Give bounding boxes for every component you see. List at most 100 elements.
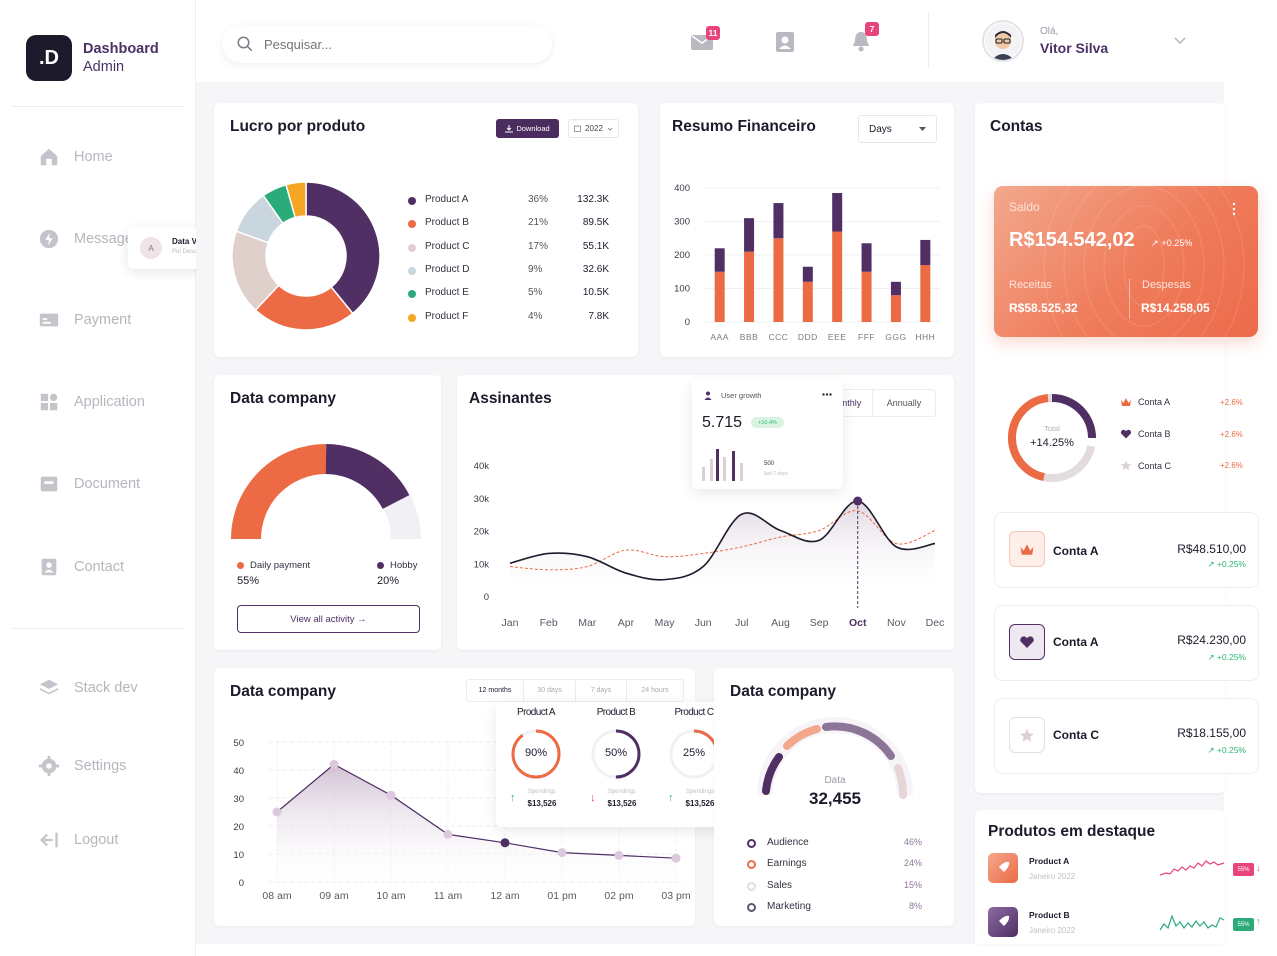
donut-segment-conta-b bbox=[1008, 394, 1049, 481]
x-tick-label: 02 pm bbox=[604, 890, 633, 902]
account-card-a[interactable]: Conta A R$48.510,00 ↗ +0.25% bbox=[994, 512, 1259, 588]
balance-change: ↗ +0.25% bbox=[1151, 238, 1192, 249]
gauge-label: Data bbox=[824, 775, 846, 786]
contacts-icon[interactable] bbox=[775, 31, 795, 53]
view-all-activity-button[interactable]: View all activity → bbox=[237, 605, 420, 633]
search-box[interactable] bbox=[222, 25, 552, 63]
card-title: Resumo Financeiro bbox=[672, 118, 816, 135]
y-tick-label: 20k bbox=[474, 527, 490, 538]
legend-percent: 8% bbox=[908, 900, 922, 911]
contact-icon bbox=[41, 558, 57, 576]
y-tick-label: 20 bbox=[233, 822, 244, 833]
sidebar-item-settings[interactable]: Settings bbox=[38, 754, 126, 778]
legend-name: Product F bbox=[425, 310, 469, 322]
trend-up-icon: ↑ bbox=[668, 792, 674, 804]
period-select[interactable]: Days bbox=[858, 115, 937, 143]
legend-dot bbox=[747, 902, 756, 912]
sidebar-item-contact[interactable]: Contact bbox=[38, 555, 124, 579]
balance-card[interactable]: Saldo R$154.542,02 ↗ +0.25% Receitas R$58… bbox=[994, 186, 1258, 337]
trend-up-icon: ↑ bbox=[1256, 916, 1261, 926]
search-input[interactable] bbox=[264, 36, 524, 52]
sidebar-item-application[interactable]: Application bbox=[38, 390, 145, 414]
y-tick-label: 30 bbox=[233, 794, 244, 805]
brand-title: Dashboard bbox=[83, 41, 159, 57]
data-point[interactable] bbox=[386, 790, 396, 800]
line-series-primary bbox=[509, 500, 936, 581]
expenses-value: R$14.258,05 bbox=[1141, 301, 1210, 315]
caret-down-icon bbox=[919, 127, 926, 131]
avatar[interactable] bbox=[982, 20, 1024, 62]
tab-monthly[interactable]: Monthly bbox=[819, 390, 873, 416]
data-point[interactable] bbox=[500, 838, 510, 848]
tab-12-months[interactable]: 12 months bbox=[467, 680, 524, 701]
bar-ddd-secondary bbox=[802, 266, 813, 282]
account-name: Conta C bbox=[1053, 728, 1099, 742]
y-tick-label: 200 bbox=[674, 250, 690, 261]
sidebar-item-logout[interactable]: Logout bbox=[38, 828, 118, 852]
card-title: Contas bbox=[990, 118, 1043, 135]
more-vertical-icon[interactable] bbox=[1232, 202, 1236, 216]
sidebar-item-label: Message bbox=[74, 231, 133, 247]
bar-eee-primary bbox=[832, 231, 843, 322]
tab-7-days[interactable]: 7 days bbox=[576, 680, 627, 701]
chevron-down-icon[interactable] bbox=[1173, 35, 1187, 45]
tab-30-days[interactable]: 30 days bbox=[524, 680, 576, 701]
sidebar-item-label: Contact bbox=[74, 559, 124, 575]
semi-gauge-chart bbox=[231, 444, 421, 540]
legend-dot bbox=[408, 313, 416, 322]
download-button[interactable]: Download bbox=[496, 119, 559, 138]
data-point[interactable] bbox=[614, 850, 624, 860]
legend-dot bbox=[237, 562, 244, 569]
gauge-segment-daily-payment bbox=[231, 444, 327, 540]
x-tick-label: Sep bbox=[810, 617, 829, 629]
donut-segment-conta-a bbox=[1051, 394, 1096, 439]
gauge-value: 32,455 bbox=[809, 789, 861, 808]
account-card-b[interactable]: Conta A R$24.230,00 ↗ +0.25% bbox=[994, 605, 1259, 681]
legend-value: 32.6K bbox=[582, 263, 609, 275]
highlight-point[interactable] bbox=[853, 496, 863, 506]
legend-dot bbox=[747, 881, 756, 891]
year-select[interactable]: 2022 bbox=[568, 119, 619, 138]
x-tick-label: 08 am bbox=[262, 890, 291, 902]
brand-logo[interactable]: .D bbox=[26, 35, 72, 81]
lucro-card: Lucro por produto bbox=[214, 103, 638, 357]
ring-spend-label: Spendings bbox=[527, 789, 557, 795]
calendar-icon bbox=[574, 125, 581, 132]
area-line bbox=[276, 763, 677, 859]
sidebar-item-document[interactable]: Document bbox=[38, 472, 140, 496]
sidebar-item-message[interactable]: Message bbox=[38, 227, 133, 251]
x-tick-label: CCC bbox=[768, 332, 788, 342]
legend-row: Audience 46% bbox=[747, 837, 922, 851]
legend-row: Product E 5% 10.5K bbox=[408, 287, 613, 301]
bell-badge: 7 bbox=[865, 22, 879, 36]
chevron-down-icon bbox=[607, 127, 613, 131]
gauge-segment-hobby bbox=[325, 444, 410, 510]
data-point[interactable] bbox=[671, 853, 681, 863]
profit-donut-chart bbox=[231, 181, 381, 331]
account-card-c[interactable]: Conta C R$18.155,00 ↗ +0.25% bbox=[994, 698, 1259, 774]
sidebar-item-stack[interactable]: Stack dev bbox=[38, 676, 138, 700]
legend-change: +2.6% bbox=[1220, 429, 1243, 439]
crown-icon bbox=[1121, 398, 1131, 406]
legend-name: Sales bbox=[767, 879, 793, 891]
tab-annually[interactable]: Annually bbox=[886, 398, 922, 408]
data-point[interactable] bbox=[272, 807, 282, 817]
more-horizontal-icon[interactable] bbox=[822, 393, 832, 396]
sidebar-item-home[interactable]: Home bbox=[38, 145, 113, 169]
data-point[interactable] bbox=[557, 848, 567, 858]
period-value: Days bbox=[869, 123, 892, 135]
x-tick-label: Apr bbox=[618, 617, 635, 629]
data-point[interactable] bbox=[329, 759, 339, 769]
y-tick-label: 100 bbox=[674, 284, 690, 295]
product-badge: 55% bbox=[1233, 863, 1254, 876]
account-change: ↗ +0.25% bbox=[1207, 559, 1246, 570]
bar-bbb-primary bbox=[744, 251, 755, 322]
sidebar-item-payment[interactable]: Payment bbox=[38, 308, 131, 332]
legend-name: Earnings bbox=[767, 858, 807, 870]
legend-name: Conta C bbox=[1138, 460, 1172, 471]
sidebar-item-label: Payment bbox=[74, 312, 132, 328]
tab-24-hours[interactable]: 24 hours bbox=[641, 687, 669, 694]
legend-hobby: Hobby bbox=[377, 560, 417, 571]
bell-icon[interactable] bbox=[851, 30, 871, 53]
data-point[interactable] bbox=[443, 829, 453, 839]
